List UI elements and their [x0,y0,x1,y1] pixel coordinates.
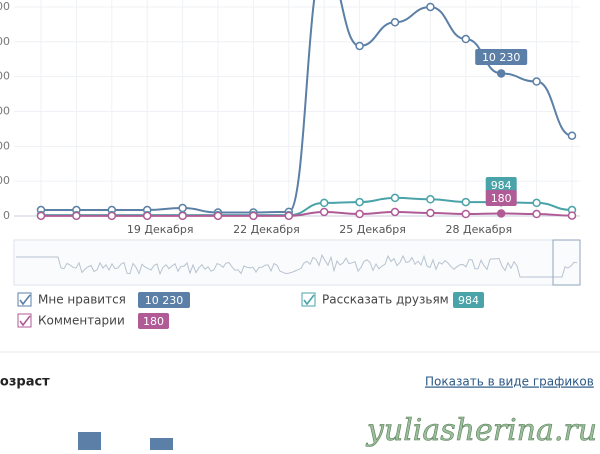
x-tick-label: 19 Декабря [127,223,194,236]
watermark: yuliasherina.ru [365,413,597,448]
point [178,211,187,221]
point [567,131,577,140]
y-tick-label: 2 500 [0,174,10,187]
decor-bar [78,432,101,450]
y-tick-label: 5 000 [0,139,10,152]
tooltip [475,49,528,65]
y-tick-label: 10 000 [0,70,10,83]
tooltip [485,177,517,193]
legend-label: Комментарии [38,314,125,328]
legend-badge [138,313,169,329]
x-tick-label: 28 Декабря [445,223,512,236]
point [142,211,152,221]
legend-badge-label: 180 [143,315,164,328]
point [319,207,329,217]
x-tick-label: 25 Декабря [339,223,406,236]
y-tick-label: 15 000 [0,0,10,13]
point [213,211,223,221]
point [355,197,364,207]
point [461,197,471,207]
legend-label: Рассказать друзьям [322,293,449,307]
point [532,209,541,219]
point [532,77,541,86]
legend-check [19,294,31,306]
point [355,41,364,51]
y-tick-label: 12 500 [0,35,10,48]
point [461,209,471,219]
point [426,195,435,204]
point [36,211,46,221]
navigator-window[interactable] [552,239,581,286]
legend-label: Мне нравится [38,293,126,307]
x-tick-label: 22 Декабря [233,223,300,236]
point [284,211,294,221]
point [355,209,364,219]
legend-check [19,315,31,327]
section-title: Возраст [0,375,50,390]
point [249,211,258,221]
decor-bar [150,438,173,450]
navigator-line [16,253,578,278]
legend-badge-label: 10 230 [145,294,184,307]
point [426,2,435,12]
point [390,207,400,217]
tooltip-label: 180 [491,192,512,205]
legend-badge-label: 984 [458,294,479,307]
navigator [13,239,581,286]
point [567,211,577,220]
point [496,209,506,218]
legend-badge [138,292,190,308]
point [107,211,117,221]
y-tick-label: 0 [3,209,10,222]
point [319,198,329,208]
point [496,69,506,78]
point [532,198,541,208]
point [390,18,400,27]
tooltip [485,190,517,206]
link[interactable]: Показать в виде графиков [425,375,594,389]
tooltip-label: 984 [491,179,512,192]
point [426,208,435,218]
point [461,34,471,44]
point [178,203,187,213]
y-tick-label: 7 500 [0,104,10,117]
legend-badge [453,292,484,308]
point [390,193,400,203]
legend-check [303,294,315,306]
tooltip-label: 10 230 [482,51,521,64]
series-line [40,210,573,217]
point [72,211,81,221]
